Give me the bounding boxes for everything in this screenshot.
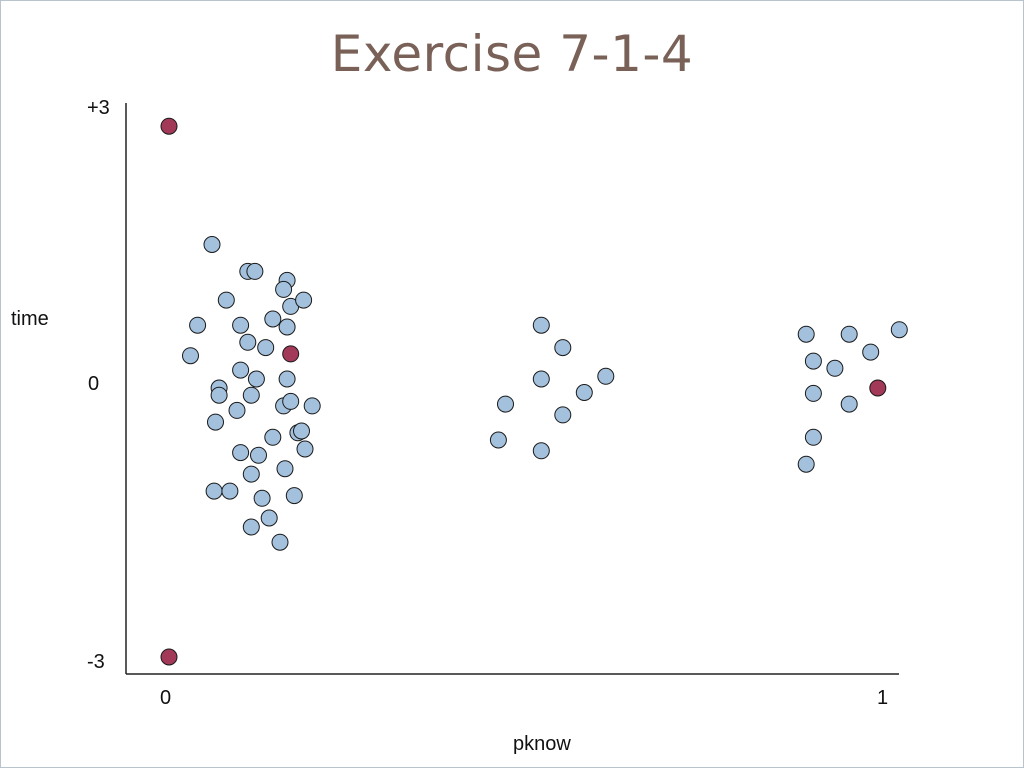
data-point-9	[232, 316, 250, 334]
highlighted-point-2	[282, 345, 300, 363]
data-point-13	[232, 361, 250, 379]
data-point-22	[282, 392, 300, 410]
data-point-55	[890, 321, 908, 339]
data-point-32	[260, 509, 278, 527]
y-tick-label-zero: 0	[88, 373, 100, 395]
data-point-56	[804, 384, 822, 402]
data-point-17	[242, 386, 260, 404]
data-point-54	[862, 343, 880, 361]
scatter-points	[160, 117, 908, 666]
y-tick-label-top: +3	[87, 97, 110, 119]
data-point-4	[239, 333, 257, 351]
x-axis-label: pknow	[513, 733, 571, 755]
data-point-41	[532, 316, 550, 334]
data-point-12	[257, 339, 275, 357]
x-tick-label-0: 0	[160, 687, 172, 709]
data-point-39	[295, 291, 313, 309]
data-point-11	[278, 318, 296, 336]
data-point-35	[296, 440, 314, 458]
data-point-26	[242, 465, 260, 483]
data-point-48	[489, 431, 507, 449]
data-point-30	[285, 487, 303, 505]
data-point-24	[264, 428, 282, 446]
data-point-47	[554, 406, 572, 424]
data-point-52	[804, 352, 822, 370]
data-point-50	[797, 325, 815, 343]
data-point-15	[278, 370, 296, 388]
data-point-49	[532, 442, 550, 460]
data-point-59	[797, 455, 815, 473]
x-tick-label-1: 1	[877, 687, 889, 709]
data-point-36	[221, 482, 239, 500]
data-point-0	[203, 236, 221, 253]
data-point-27	[276, 460, 294, 478]
highlighted-point-1	[160, 648, 178, 666]
highlighted-point-0	[160, 117, 178, 135]
data-point-29	[205, 482, 223, 500]
data-point-14	[247, 370, 265, 388]
data-point-53	[826, 359, 844, 377]
data-point-40	[246, 262, 264, 280]
data-point-28	[232, 444, 250, 462]
data-point-21	[207, 413, 224, 431]
data-point-25	[250, 446, 267, 464]
data-point-10	[264, 310, 282, 328]
highlighted-point-3	[869, 379, 887, 397]
data-point-3	[189, 316, 207, 334]
data-point-46	[497, 395, 514, 413]
data-point-19	[210, 386, 228, 404]
data-point-33	[303, 397, 321, 415]
data-point-34	[293, 422, 310, 440]
data-point-31	[253, 489, 271, 507]
data-point-45	[575, 384, 593, 401]
data-point-20	[228, 401, 246, 419]
data-point-7	[275, 280, 293, 298]
data-point-44	[597, 367, 615, 385]
data-point-2	[217, 291, 235, 309]
y-tick-label-bottom: -3	[87, 651, 105, 673]
data-point-5	[182, 347, 199, 365]
data-point-42	[554, 339, 572, 357]
slide-title: Exercise 7-1-4	[330, 25, 694, 83]
data-point-51	[840, 325, 858, 343]
data-point-37	[242, 518, 260, 536]
data-point-57	[840, 395, 858, 413]
data-point-43	[532, 370, 550, 388]
data-point-38	[271, 533, 289, 551]
y-axis-label: time	[11, 308, 49, 330]
data-point-58	[804, 428, 822, 446]
